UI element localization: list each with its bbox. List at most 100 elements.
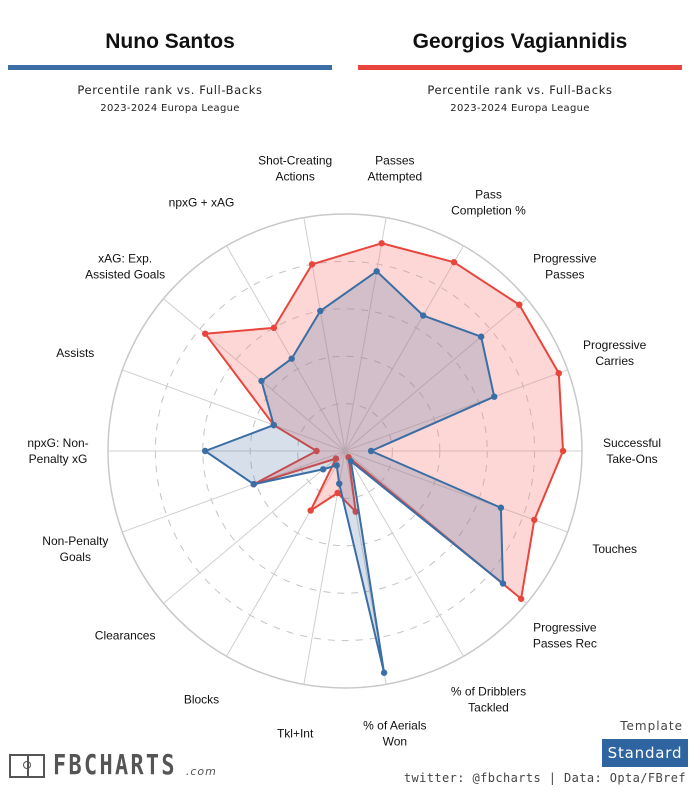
axis-label: Assists (56, 346, 94, 360)
series-georgios-vagiannidis (202, 240, 567, 602)
axis-label-line: Attempted (367, 169, 422, 183)
axis-label: Blocks (184, 693, 219, 707)
data-point-georgios-vagiannidis (559, 447, 567, 455)
axis-label: % of Dribblers Tackled (451, 685, 526, 715)
axis-label-line: Progressive (533, 620, 597, 634)
data-point-georgios-vagiannidis (352, 508, 359, 515)
data-point-georgios-vagiannidis (313, 447, 320, 455)
data-point-nuno-santos (491, 393, 498, 400)
grid-spoke (344, 369, 568, 452)
axis-label: Tkl+Int (277, 727, 314, 741)
axis-label: Passes Attempted (367, 153, 422, 183)
data-point-georgios-vagiannidis (378, 240, 385, 247)
axis-label-line: Shot-Creating (258, 153, 332, 167)
axis-label-line: Take-Ons (606, 452, 657, 466)
axis-label: npxG + xAG (169, 195, 235, 209)
axis-label-line: Tkl+Int (277, 727, 314, 741)
grid-spoke (122, 450, 346, 533)
season-left: 2023-2024 Europa League (100, 103, 240, 114)
axis-label: Clearances (95, 628, 156, 642)
axis-label-line: Assisted Goals (85, 268, 165, 282)
axis-label-line: Passes (545, 268, 584, 282)
data-point-nuno-santos (201, 447, 209, 455)
data-point-georgios-vagiannidis (555, 369, 562, 377)
fbcharts-logo: FBCHARTS .com (9, 748, 217, 781)
data-point-nuno-santos (317, 307, 324, 315)
data-point-nuno-santos (333, 462, 340, 469)
data-point-nuno-santos (380, 669, 388, 676)
axis-label-line: Carries (595, 354, 634, 368)
axis-label: npxG: Non- Penalty xG (27, 436, 88, 466)
subtitle-right: Percentile rank vs. Full-Backs (427, 83, 613, 97)
logo-suffix: .com (185, 765, 217, 778)
series-nuno-santos (201, 268, 507, 676)
data-point-nuno-santos (499, 580, 507, 587)
axis-label-line: Touches (592, 542, 637, 556)
data-point-nuno-santos (250, 481, 257, 488)
data-point-nuno-santos (258, 377, 265, 385)
data-point-nuno-santos (477, 333, 485, 340)
radar-series (201, 240, 567, 676)
axis-label-line: npxG: Non- (27, 436, 88, 450)
data-point-nuno-santos (420, 312, 427, 319)
axis-label-line: Blocks (184, 693, 219, 707)
logo-text: FBCHARTS (53, 748, 177, 781)
radar-grid (107, 213, 583, 689)
axis-label-line: Progressive (583, 338, 647, 352)
axis-label-line: Goals (60, 550, 91, 564)
axis-label: Progressive Passes (533, 252, 597, 282)
axis-label: Touches (592, 542, 637, 556)
axis-label-line: Pass (475, 187, 502, 201)
grid-spoke (303, 217, 346, 452)
grid-spoke (163, 298, 346, 452)
grid-spoke (122, 369, 346, 452)
axis-label: % of Aerials Won (363, 719, 426, 749)
data-point-nuno-santos (336, 480, 343, 487)
subtitle-left: Percentile rank vs. Full-Backs (77, 83, 263, 97)
grid-spoke (226, 450, 346, 657)
axis-label: xAG: Exp. Assisted Goals (85, 252, 165, 282)
grid-spoke (344, 298, 527, 452)
grid-spoke (344, 217, 387, 452)
data-point-georgios-vagiannidis (334, 489, 341, 497)
player-name-left: Nuno Santos (105, 30, 235, 53)
data-point-georgios-vagiannidis (202, 330, 209, 337)
player-color-bar-left (8, 65, 332, 70)
axis-label: Progressive Carries (583, 338, 647, 368)
data-point-nuno-santos (373, 268, 380, 275)
axis-label: Successful Take-Ons (603, 436, 661, 466)
axis-label: Shot-Creating Actions (258, 153, 332, 183)
template-selector-button[interactable]: Standard (602, 739, 688, 767)
axis-label-line: % of Dribblers (451, 685, 526, 699)
data-point-georgios-vagiannidis (332, 455, 340, 462)
axis-label-line: % of Aerials (363, 719, 426, 733)
grid-spoke (344, 245, 464, 452)
axis-label: Non-Penalty Goals (42, 534, 108, 564)
data-point-nuno-santos (270, 421, 277, 429)
data-point-georgios-vagiannidis (270, 324, 278, 332)
axis-label-line: Passes Rec (533, 636, 597, 650)
data-point-georgios-vagiannidis (450, 258, 458, 266)
data-point-nuno-santos (367, 447, 375, 455)
data-point-nuno-santos (320, 466, 327, 473)
credits-text: twitter: @fbcharts | Data: Opta/FBref (403, 771, 686, 785)
axis-label-line: Passes (375, 153, 414, 167)
axis-label-line: Actions (275, 169, 314, 183)
grid-spoke (226, 245, 346, 452)
data-point-georgios-vagiannidis (516, 301, 523, 308)
axis-label-line: npxG + xAG (169, 195, 235, 209)
axis-label-line: Penalty xG (29, 452, 88, 466)
axis-label-line: Assists (56, 346, 94, 360)
axis-label-line: Successful (603, 436, 661, 450)
axis-label-line: xAG: Exp. (98, 252, 152, 266)
axis-label-line: Clearances (95, 628, 156, 642)
template-label: Template (620, 719, 683, 733)
axis-label-line: Progressive (533, 252, 597, 266)
season-right: 2023-2024 Europa League (450, 103, 590, 114)
player-color-bar-right (358, 65, 682, 70)
data-point-georgios-vagiannidis (308, 261, 316, 268)
data-point-georgios-vagiannidis (531, 516, 538, 524)
pitch-icon (9, 754, 45, 778)
